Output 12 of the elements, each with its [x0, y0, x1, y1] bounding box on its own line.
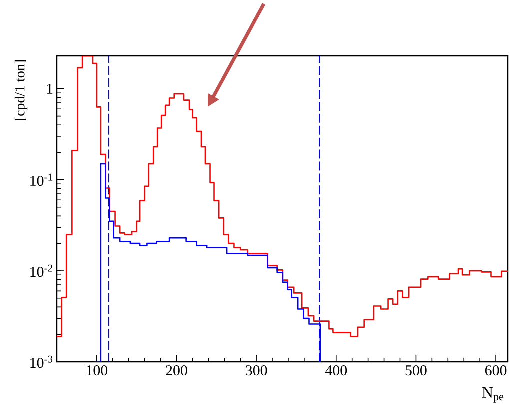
y-tick-label: 1: [47, 84, 53, 94]
x-tick-label: 500: [406, 366, 427, 376]
x-tick-label: 600: [485, 366, 507, 376]
x-tick-label: 100: [87, 366, 108, 376]
y-axis-title: [cpd/1 ton]: [14, 60, 28, 120]
y-tick-label: 10$^{-2}$: [30, 264, 52, 278]
y-tick-label: 10$^{-3}$: [30, 356, 53, 368]
x-axis-title: N$_{pe}$: [482, 387, 504, 403]
y-tick-label: 10$^{-1}$: [30, 174, 52, 186]
x-tick-label: 200: [166, 366, 188, 376]
x-tick-label: 400: [325, 366, 348, 376]
x-tick-label: 300: [246, 366, 268, 376]
